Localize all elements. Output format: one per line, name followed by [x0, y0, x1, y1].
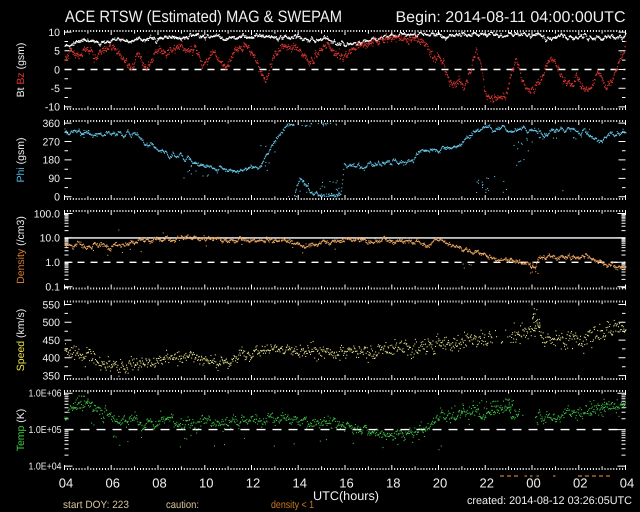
svg-text:450: 450 [42, 335, 60, 347]
svg-text:180: 180 [42, 155, 60, 167]
svg-text:18: 18 [386, 476, 400, 491]
svg-text:06: 06 [106, 476, 120, 491]
svg-text:100.0: 100.0 [34, 208, 60, 220]
svg-text:Bt Bz (gsm): Bt Bz (gsm) [15, 43, 27, 98]
svg-text:created: 2014-08-12 03:26:05UT: created: 2014-08-12 03:26:05UTC [467, 495, 632, 507]
svg-text:start DOY: 223: start DOY: 223 [63, 499, 129, 511]
svg-text:1.0: 1.0 [45, 257, 60, 269]
svg-text:1.0E+05: 1.0E+05 [29, 425, 62, 436]
svg-text:Speed (km/s): Speed (km/s) [15, 309, 27, 371]
svg-text:1.0E+06: 1.0E+06 [29, 389, 62, 400]
svg-text:14: 14 [293, 476, 307, 491]
svg-text:20: 20 [433, 476, 447, 491]
svg-text:12: 12 [246, 476, 260, 491]
svg-text:-10: -10 [45, 102, 60, 114]
svg-text:0: 0 [54, 64, 60, 76]
svg-text:0.1: 0.1 [45, 282, 60, 294]
svg-text:16: 16 [339, 476, 353, 491]
svg-text:270: 270 [42, 136, 60, 148]
svg-text:22: 22 [480, 476, 494, 491]
svg-text:Phi (gsm): Phi (gsm) [15, 138, 27, 183]
svg-text:04: 04 [59, 476, 73, 491]
svg-text:08: 08 [152, 476, 166, 491]
svg-text:Begin: 2014-08-11 04:00:00UTC: Begin: 2014-08-11 04:00:00UTC [396, 9, 626, 26]
svg-text:90: 90 [48, 173, 60, 185]
svg-text:0: 0 [54, 192, 60, 204]
svg-text:04: 04 [620, 476, 634, 491]
svg-text:10: 10 [48, 27, 60, 39]
svg-text:10: 10 [199, 476, 213, 491]
svg-text:400: 400 [42, 353, 60, 365]
svg-text:Density (/cm3): Density (/cm3) [15, 216, 27, 284]
svg-text:UTC(hours): UTC(hours) [313, 489, 379, 503]
svg-text:density < 1: density < 1 [271, 499, 314, 511]
svg-text:Temp (K): Temp (K) [15, 409, 27, 452]
svg-text:ACE RTSW (Estimated) MAG & SWE: ACE RTSW (Estimated) MAG & SWEPAM [65, 8, 342, 26]
svg-text:caution:: caution: [166, 499, 199, 511]
svg-text:360: 360 [42, 118, 60, 130]
svg-text:5: 5 [54, 46, 60, 58]
svg-text:500: 500 [42, 317, 60, 329]
svg-text:02: 02 [573, 476, 587, 491]
svg-text:10.0: 10.0 [40, 233, 61, 245]
svg-text:-5: -5 [51, 83, 60, 95]
svg-text:1.0E+04: 1.0E+04 [29, 462, 62, 473]
svg-text:00: 00 [526, 476, 540, 491]
svg-text:350: 350 [42, 370, 60, 382]
svg-text:550: 550 [42, 299, 60, 311]
